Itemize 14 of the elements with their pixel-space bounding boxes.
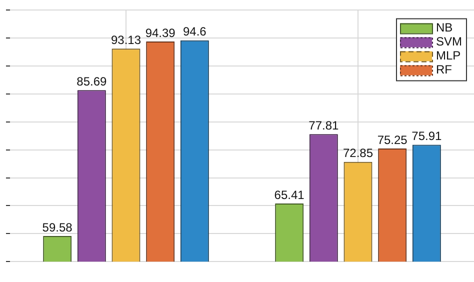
legend-label: NB bbox=[436, 20, 453, 35]
data-label: 75.25 bbox=[377, 132, 408, 147]
data-label: 59.58 bbox=[42, 220, 73, 234]
data-label: 85.69 bbox=[76, 74, 108, 88]
legend-label: SVM bbox=[436, 34, 462, 49]
data-label: 72.85 bbox=[342, 146, 374, 160]
data-label: 93.13 bbox=[110, 32, 142, 47]
data-label: 94.6 bbox=[182, 24, 207, 39]
data-label: 94.39 bbox=[145, 26, 176, 40]
data-label: 77.81 bbox=[308, 118, 340, 132]
data-label: 65.41 bbox=[274, 188, 305, 202]
data-label: 75.91 bbox=[412, 129, 442, 144]
legend-label: MLP bbox=[436, 48, 461, 63]
legend-label: RF bbox=[436, 62, 452, 77]
